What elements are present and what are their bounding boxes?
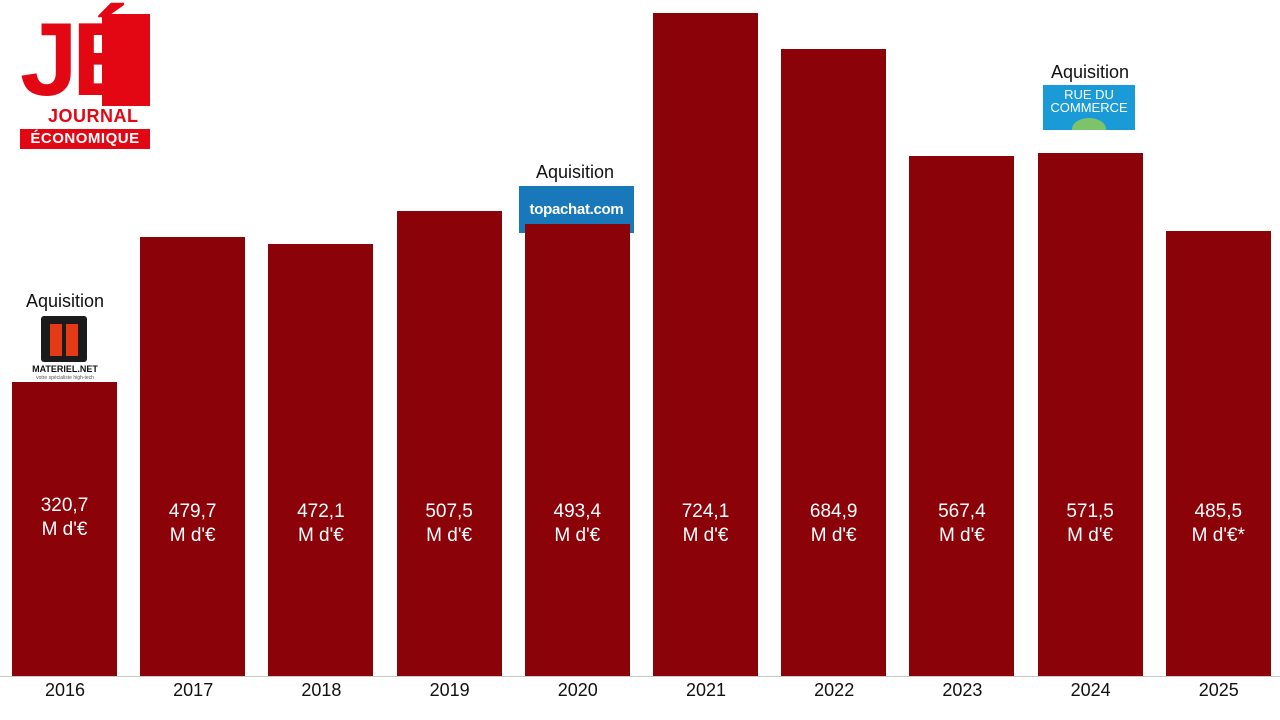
materiel-net-text: MATERIEL.NET [32,364,98,374]
bar-value-label-2023: 567,4 M d'€ [909,500,1014,548]
x-tick-label-2018: 2018 [301,680,342,700]
x-tick-label-2019: 2019 [429,680,470,700]
logo-economique-text: ÉCONOMIQUE [20,129,150,149]
bar-2021 [653,12,758,676]
bar-unit-2017: M d'€ [169,525,216,546]
bar-unit-2020: M d'€ [554,525,601,546]
bar-value-label-2016: 320,7 M d'€ [12,494,117,542]
x-tick-label-2021: 2021 [685,680,727,700]
bar-value-label-2022: 684,9 M d'€ [781,500,886,548]
logo-accent-block [102,14,150,106]
bar-2019 [396,211,502,676]
bar-value-label-2017: 479,7 M d'€ [140,500,245,548]
bar-value-2023: 567,4 [938,501,986,522]
bar-value-2017: 479,7 [168,501,217,522]
acquisition-label-2020: Aquisition [535,162,615,182]
rue-du-commerce-line1: RUE DU [1064,87,1114,102]
bar-value-2018: 472,1 [297,501,345,522]
bar-2020 [524,224,630,676]
bar-unit-2022: M d'€ [810,525,857,546]
bar-2022 [781,48,887,676]
x-tick-label-2023: 2023 [942,680,983,700]
bar-unit-2023: M d'€ [938,525,985,546]
bar-value-2020: 493,4 [553,501,602,522]
bar-unit-2016: M d'€ [41,519,88,540]
bar-unit-2021: M d'€ [682,525,729,546]
rue-du-commerce-line2: COMMERCE [1050,100,1128,115]
materiel-net-logo: MATERIEL.NET votre spécialiste high-tech [28,316,102,382]
bar-unit-2019: M d'€ [426,525,473,546]
x-tick-label-2025: 2025 [1198,680,1239,700]
bar-unit-2024: M d'€ [1067,525,1114,546]
bar-value-2021: 724,1 [681,501,730,522]
bar-value-label-2020: 493,4 M d'€ [525,500,630,548]
bar-2024 [1037,152,1143,676]
rue-du-commerce-logo: RUE DU COMMERCE [1043,85,1135,130]
x-tick-label-2016: 2016 [44,680,86,700]
x-tick-label-2024: 2024 [1070,680,1111,700]
bar-value-2024: 571,5 [1066,501,1114,522]
bar-2023 [909,156,1015,676]
logo-journal-text: JOURNAL [48,106,139,126]
rue-du-commerce-arc-icon [1072,118,1106,130]
x-axis-line [0,676,1280,677]
bar-value-2022: 684,9 [809,501,858,522]
bar-unit-2025: M d'€* [1191,525,1245,546]
bar-2018 [268,243,374,676]
materiel-net-icon-gap [62,324,66,356]
journal-economique-logo: JÉ JOURNAL ÉCONOMIQUE [20,2,150,149]
bar-2025 [1165,231,1271,676]
x-tick-label-2020: 2020 [557,680,598,700]
logo-je-text: JÉ [20,2,141,118]
bar-value-2019: 507,5 [425,501,473,522]
acquisition-label-2024: Aquisition [1050,62,1130,82]
bar-value-label-2019: 507,5 M d'€ [397,500,502,548]
bar-value-2016: 320,7 [40,495,89,516]
acquisition-label-2016: Aquisition [25,291,105,311]
bar-value-label-2021: 724,1 M d'€ [653,500,758,548]
bar-2016 [12,382,117,676]
bar-value-label-2025: 485,5 M d'€* [1166,500,1271,548]
bar-value-2025: 485,5 [1194,501,1243,522]
bar-value-label-2018: 472,1 M d'€ [268,500,373,548]
x-tick-label-2022: 2022 [814,680,855,700]
bar-2017 [140,236,246,676]
bar-value-label-2024: 571,5 M d'€ [1038,500,1143,548]
x-tick-label-2017: 2017 [173,680,214,700]
bar-unit-2018: M d'€ [297,525,344,546]
materiel-net-subtext: votre spécialiste high-tech [36,375,94,381]
